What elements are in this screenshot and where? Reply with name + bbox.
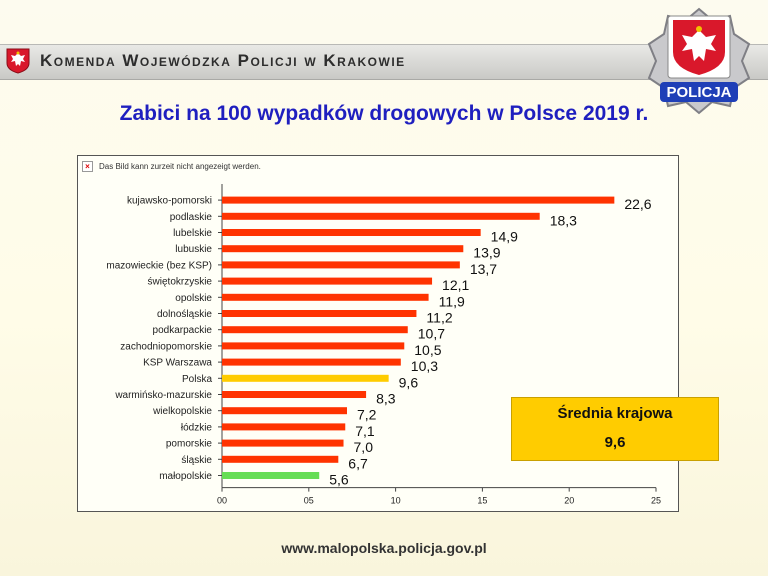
eagle-emblem-icon [6, 48, 30, 74]
x-tick-label: 00 [217, 496, 227, 506]
category-label: podkarpackie [153, 325, 213, 336]
bar [222, 455, 339, 463]
bar [222, 374, 389, 382]
category-label: opolskie [175, 293, 212, 304]
category-label: kujawsko-pomorski [127, 196, 212, 207]
bar [222, 472, 320, 479]
category-label: KSP Warszawa [143, 358, 212, 369]
police-badge-icon: POLICJA [647, 7, 751, 115]
data-label: 8,3 [376, 391, 396, 407]
bar [222, 310, 417, 317]
header-band [0, 44, 768, 80]
category-label: lubelskie [173, 228, 212, 239]
bar [222, 342, 405, 350]
category-label: warmińsko-mazurskie [114, 390, 212, 401]
footer-url[interactable]: www.malopolska.policja.gov.pl [281, 540, 487, 556]
bar [222, 423, 346, 431]
x-tick-label: 10 [391, 496, 401, 506]
broken-image-icon: × [82, 161, 93, 172]
chart-title: Zabici na 100 wypadków drogowych w Polsc… [119, 102, 649, 125]
data-label: 5,6 [329, 472, 349, 488]
bar [222, 212, 540, 220]
category-label: zachodniopomorskie [120, 341, 212, 352]
data-label: 9,6 [399, 374, 419, 390]
average-box: Średnia krajowa 9,6 [511, 397, 719, 461]
data-label: 6,7 [348, 455, 368, 471]
category-label: mazowieckie (bez KSP) [106, 260, 212, 271]
category-label: dolnośląskie [157, 309, 212, 320]
data-label: 7,1 [355, 423, 375, 439]
data-label: 10,5 [414, 342, 441, 358]
bar [222, 439, 344, 447]
bar [222, 245, 464, 253]
category-label: łódzkie [181, 422, 213, 433]
data-label: 18,3 [550, 212, 577, 228]
data-label: 12,1 [442, 277, 469, 293]
average-label: Średnia krajowa [557, 405, 673, 422]
data-label: 14,9 [491, 229, 518, 245]
bar [222, 391, 367, 398]
x-tick-label: 15 [477, 496, 487, 506]
category-label: podlaskie [170, 212, 213, 223]
data-label: 10,7 [418, 326, 445, 342]
bar [222, 277, 433, 285]
x-tick-label: 20 [564, 496, 574, 506]
broken-image-placeholder: × Das Bild kann zurzeit nicht angezeigt … [82, 161, 261, 172]
x-tick-label: 25 [651, 496, 661, 506]
bar [222, 326, 408, 334]
data-label: 13,7 [470, 261, 497, 277]
data-label: 22,6 [624, 196, 651, 212]
data-label: 7,2 [357, 407, 377, 423]
data-label: 7,0 [354, 439, 374, 455]
broken-image-text: Das Bild kann zurzeit nicht angezeigt we… [99, 162, 261, 171]
bar [222, 229, 481, 236]
category-label: lubuskie [175, 244, 212, 255]
data-label: 11,9 [439, 293, 465, 309]
category-label: Polska [182, 374, 212, 385]
bar [222, 196, 615, 204]
data-label: 13,9 [473, 245, 500, 261]
bar [222, 407, 347, 415]
category-label: świętokrzyskie [148, 277, 213, 288]
bar [222, 293, 429, 301]
category-label: śląskie [181, 455, 212, 466]
bar-chart: 00 05 10 15 20 25 kujawsko-pomorski 22,6 podlask… [106, 184, 661, 506]
header-title: Komenda Wojewódzka Policji w Krakowie [40, 51, 406, 70]
bar [222, 261, 460, 269]
average-value: 9,6 [604, 434, 626, 451]
data-label: 11,2 [426, 310, 452, 326]
data-label: 10,3 [411, 358, 438, 374]
badge-label: POLICJA [666, 84, 731, 101]
x-tick-label: 05 [304, 496, 314, 506]
category-label: wielkopolskie [152, 406, 212, 417]
category-label: pomorskie [166, 439, 213, 450]
bar [222, 358, 401, 366]
category-label: małopolskie [159, 471, 212, 482]
